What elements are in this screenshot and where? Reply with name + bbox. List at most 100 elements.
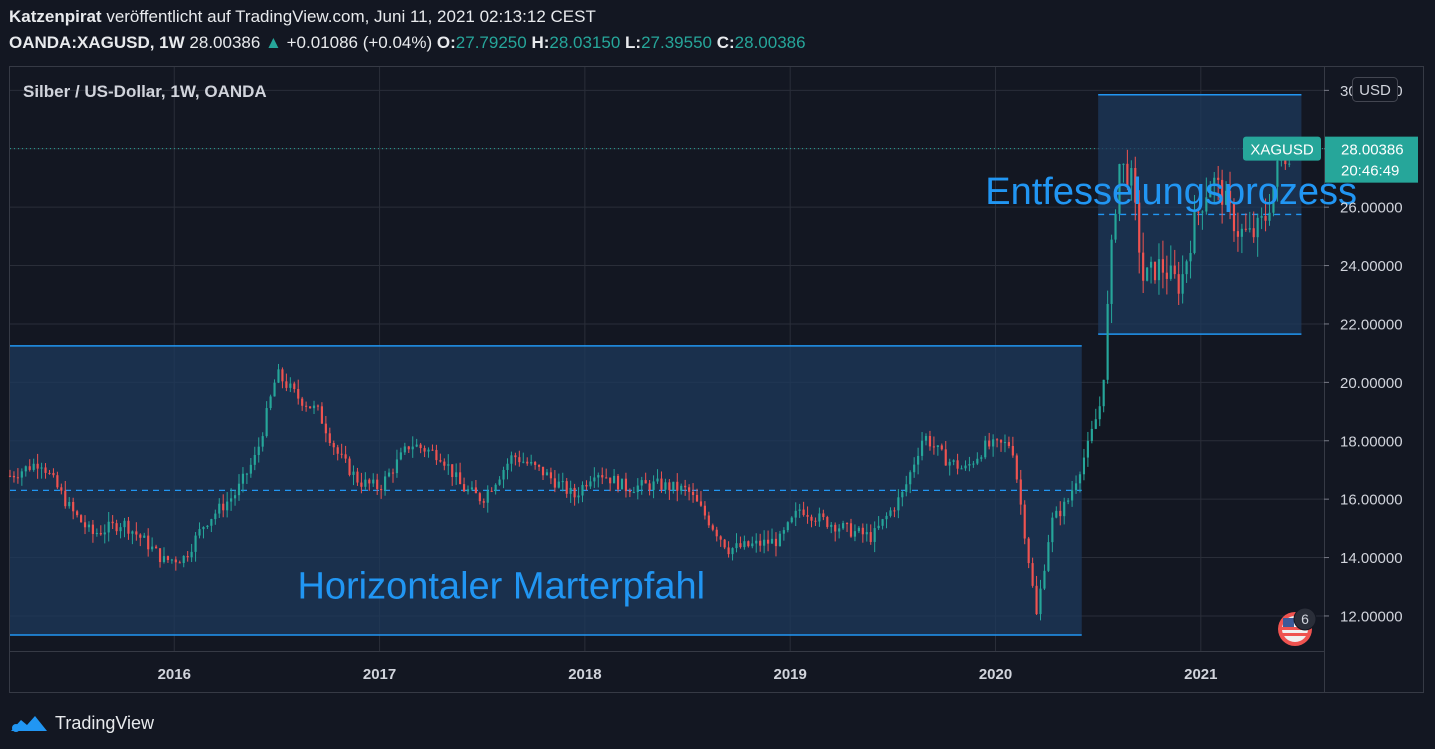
candle-down xyxy=(869,532,872,542)
time-tick-label: 2018 xyxy=(568,666,601,683)
candle-up xyxy=(877,525,880,529)
annotation-text[interactable]: Horizontaler Marterpfahl xyxy=(297,565,705,607)
candle-down xyxy=(774,538,778,547)
candle-up xyxy=(905,484,908,492)
economic-events-badge[interactable]: 6 xyxy=(1278,607,1317,646)
candle-down xyxy=(320,406,324,424)
candle-down xyxy=(719,536,722,540)
candle-up xyxy=(1003,442,1007,444)
candle-down xyxy=(56,475,59,488)
candle-up xyxy=(1201,211,1204,213)
price-tick-label: 14.00000 xyxy=(1340,550,1403,567)
candle-up xyxy=(1260,215,1263,218)
time-tick-label: 2016 xyxy=(158,666,191,683)
candle-up xyxy=(194,535,197,552)
candle-down xyxy=(1059,510,1062,517)
candle-down xyxy=(1165,272,1168,279)
candle-down xyxy=(1023,504,1026,539)
candle-up xyxy=(265,408,268,437)
candle-down xyxy=(459,472,462,485)
candle-up xyxy=(873,528,876,542)
candle-down xyxy=(1138,202,1141,253)
candle-down xyxy=(356,471,359,483)
candle-up xyxy=(1157,259,1161,281)
candle-down xyxy=(344,454,347,459)
candle-up xyxy=(936,445,939,447)
candle-down xyxy=(822,513,825,518)
candle-up xyxy=(913,464,916,473)
candle-down xyxy=(766,539,770,544)
candle-down xyxy=(956,460,959,469)
candle-up xyxy=(107,521,110,533)
candle-up xyxy=(447,464,450,466)
candle-down xyxy=(186,556,189,558)
candle-down xyxy=(806,515,809,517)
candle-down xyxy=(79,515,83,523)
candle-up xyxy=(352,471,355,475)
publish-info: veröffentlicht auf TradingView.com, Juni… xyxy=(106,7,596,26)
candle-down xyxy=(932,446,935,448)
candle-down xyxy=(676,481,679,491)
candle-up xyxy=(312,405,316,409)
candle-down xyxy=(1031,563,1034,586)
time-axis[interactable]: 2016 2017 2018 2019 2020 2021 xyxy=(158,666,1218,683)
candle-down xyxy=(147,535,150,550)
candle-down xyxy=(1252,228,1255,238)
candle-down xyxy=(703,505,706,516)
candle-down xyxy=(668,482,671,491)
candle-down xyxy=(336,447,339,454)
time-tick-label: 2017 xyxy=(363,666,396,683)
candle-down xyxy=(601,475,604,478)
candle-down xyxy=(553,478,556,488)
candle-up xyxy=(502,469,505,480)
candle-up xyxy=(1189,252,1192,262)
candle-down xyxy=(83,522,87,528)
candle-up xyxy=(1185,261,1188,275)
candle-up xyxy=(589,481,592,487)
candle-up xyxy=(790,517,793,523)
candle-up xyxy=(984,440,987,458)
candle-up xyxy=(889,510,892,516)
candle-down xyxy=(340,453,343,455)
candle-down xyxy=(482,501,485,503)
candle-up xyxy=(992,439,995,447)
candle-down xyxy=(988,440,991,447)
candle-down xyxy=(1173,265,1176,275)
author-name[interactable]: Katzenpirat xyxy=(9,7,102,26)
candle-up xyxy=(206,525,209,528)
candle-up xyxy=(1074,483,1078,491)
currency-button[interactable] xyxy=(1352,77,1398,102)
tradingview-brand[interactable]: TradingView xyxy=(9,711,154,735)
candle-up xyxy=(210,519,213,526)
symbol-label: OANDA:XAGUSD, 1W xyxy=(9,33,185,52)
candle-up xyxy=(20,471,23,478)
chart-annotations[interactable]: Horizontaler Marterpfahl Entfesselungspro… xyxy=(297,171,1357,607)
annotation-text[interactable]: Entfesselungsprozess xyxy=(985,171,1357,213)
candle-down xyxy=(514,455,517,458)
candle-down xyxy=(1142,252,1145,281)
candle-up xyxy=(620,478,624,490)
badge-count-bg xyxy=(1293,607,1317,631)
candle-up xyxy=(257,446,260,455)
candle-down xyxy=(419,444,422,449)
candle-down xyxy=(328,433,331,444)
candle-up xyxy=(763,539,766,546)
candle-down xyxy=(723,539,726,548)
candle-up xyxy=(387,472,391,477)
time-tick-label: 2020 xyxy=(979,666,1012,683)
candle-up xyxy=(640,480,643,486)
candle-down xyxy=(660,478,663,490)
candle-down xyxy=(297,389,300,399)
candle-down xyxy=(376,479,379,489)
price-tick-label: 20.00000 xyxy=(1340,375,1403,392)
candle-up xyxy=(545,472,549,476)
time-tick-label: 2019 xyxy=(774,666,807,683)
candle-down xyxy=(115,523,118,532)
candle-down xyxy=(1134,167,1137,203)
candle-down xyxy=(178,562,181,564)
flag-stripe xyxy=(1282,627,1308,630)
candle-up xyxy=(786,522,789,531)
candle-down xyxy=(1236,231,1240,237)
range-boxes[interactable] xyxy=(10,93,1302,636)
